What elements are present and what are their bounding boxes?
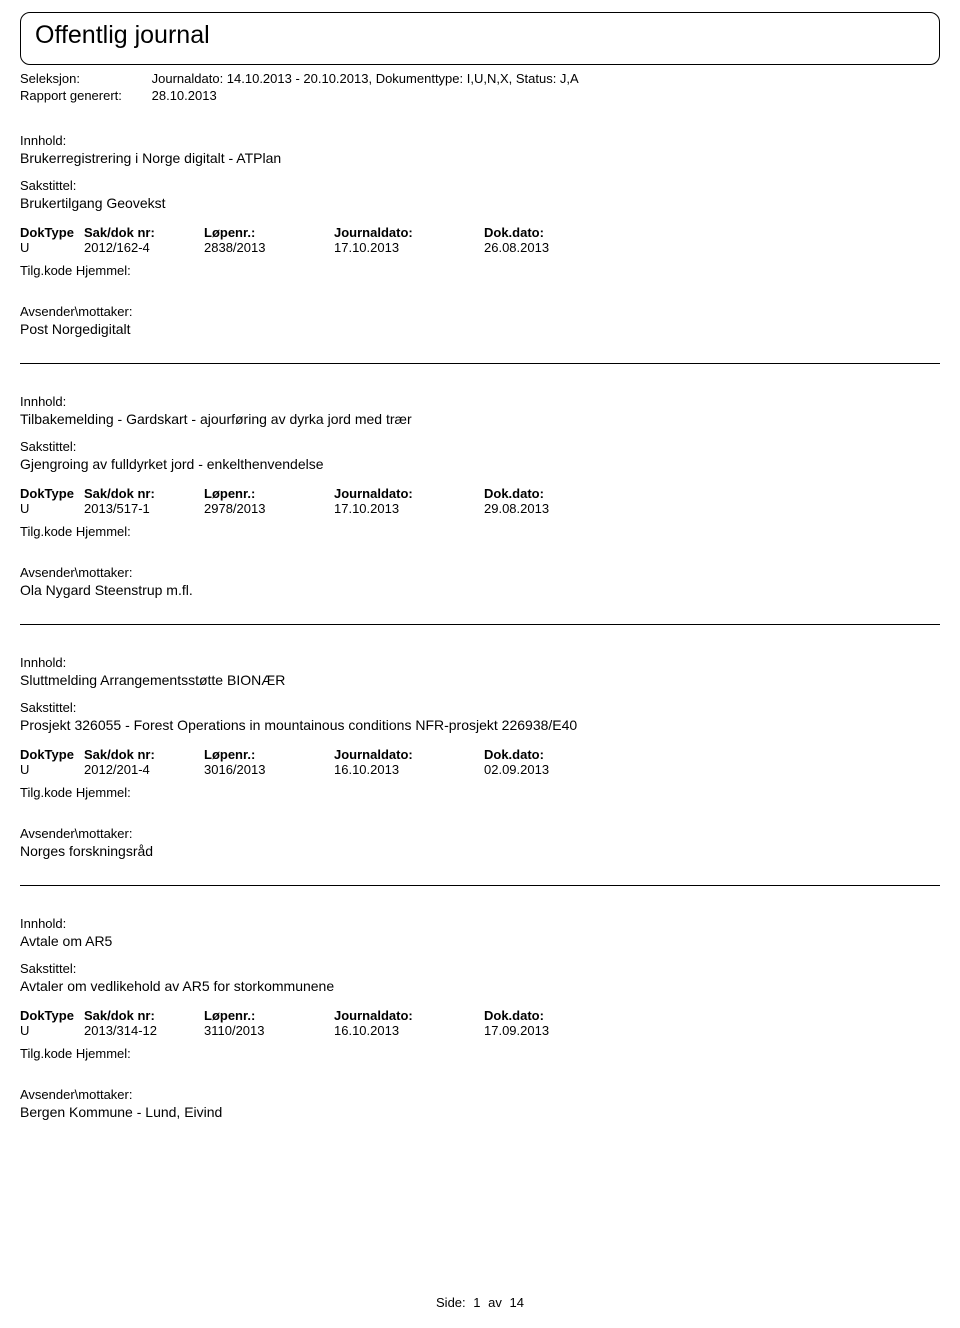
rapport-row: Rapport generert: 28.10.2013 bbox=[20, 88, 940, 103]
footer-page-num: 1 bbox=[473, 1295, 480, 1310]
title-box: Offentlig journal bbox=[20, 12, 940, 65]
table-row: U2012/162-42838/201317.10.201326.08.2013 bbox=[20, 240, 940, 255]
cell-doktype: U bbox=[20, 1023, 84, 1038]
col-sakdok-header: Sak/dok nr: bbox=[84, 747, 204, 762]
cell-jdato: 16.10.2013 bbox=[334, 762, 484, 777]
journal-entry: Innhold: Avtale om AR5 Sakstittel: Avtaler … bbox=[20, 916, 940, 1146]
footer-total: 14 bbox=[510, 1295, 524, 1310]
table-row: U2013/314-123110/201316.10.201317.09.201… bbox=[20, 1023, 940, 1038]
journal-entry: Innhold: Brukerregistrering i Norge digit… bbox=[20, 133, 940, 364]
journal-entry: Innhold: Tilbakemelding - Gardskart - ajo… bbox=[20, 394, 940, 625]
cell-doktype: U bbox=[20, 501, 84, 516]
col-jdato-header: Journaldato: bbox=[334, 486, 484, 501]
cell-sakdok: 2012/162-4 bbox=[84, 240, 204, 255]
tilg-label: Tilg.kode Hjemmel: bbox=[20, 1046, 940, 1061]
cell-jdato: 16.10.2013 bbox=[334, 1023, 484, 1038]
sakstittel-label: Sakstittel: bbox=[20, 178, 940, 193]
col-sakdok-header: Sak/dok nr: bbox=[84, 225, 204, 240]
innhold-text: Avtale om AR5 bbox=[20, 933, 940, 949]
col-doktype-header: DokType bbox=[20, 747, 84, 762]
col-ddato-header: Dok.dato: bbox=[484, 225, 604, 240]
footer-side-label: Side: bbox=[436, 1295, 466, 1310]
avsender-name: Bergen Kommune - Lund, Eivind bbox=[20, 1104, 940, 1120]
col-ddato-header: Dok.dato: bbox=[484, 747, 604, 762]
col-doktype-header: DokType bbox=[20, 486, 84, 501]
footer-of: av bbox=[488, 1295, 502, 1310]
col-lopenr-header: Løpenr.: bbox=[204, 1008, 334, 1023]
page-footer: Side: 1 av 14 bbox=[0, 1295, 960, 1310]
cell-ddato: 26.08.2013 bbox=[484, 240, 604, 255]
col-jdato-header: Journaldato: bbox=[334, 1008, 484, 1023]
innhold-label: Innhold: bbox=[20, 916, 940, 931]
innhold-text: Tilbakemelding - Gardskart - ajourføring… bbox=[20, 411, 940, 427]
col-ddato-header: Dok.dato: bbox=[484, 1008, 604, 1023]
seleksjon-value: Journaldato: 14.10.2013 - 20.10.2013, Do… bbox=[152, 71, 579, 86]
sakstittel-text: Avtaler om vedlikehold av AR5 for storko… bbox=[20, 978, 940, 994]
col-lopenr-header: Løpenr.: bbox=[204, 225, 334, 240]
cell-jdato: 17.10.2013 bbox=[334, 501, 484, 516]
avsender-name: Norges forskningsråd bbox=[20, 843, 940, 859]
avsender-label: Avsender\mottaker: bbox=[20, 1087, 940, 1102]
cell-doktype: U bbox=[20, 762, 84, 777]
avsender-label: Avsender\mottaker: bbox=[20, 565, 940, 580]
page-title: Offentlig journal bbox=[35, 21, 925, 50]
cell-lopenr: 2978/2013 bbox=[204, 501, 334, 516]
sakstittel-label: Sakstittel: bbox=[20, 700, 940, 715]
rapport-label: Rapport generert: bbox=[20, 88, 148, 103]
table-row: U2013/517-12978/201317.10.201329.08.2013 bbox=[20, 501, 940, 516]
cell-jdato: 17.10.2013 bbox=[334, 240, 484, 255]
table-header: DokTypeSak/dok nr:Løpenr.:Journaldato:Do… bbox=[20, 1008, 940, 1023]
innhold-text: Sluttmelding Arrangementsstøtte BIONÆR bbox=[20, 672, 940, 688]
innhold-label: Innhold: bbox=[20, 394, 940, 409]
sakstittel-text: Brukertilgang Geovekst bbox=[20, 195, 940, 211]
innhold-label: Innhold: bbox=[20, 655, 940, 670]
col-jdato-header: Journaldato: bbox=[334, 225, 484, 240]
cell-ddato: 02.09.2013 bbox=[484, 762, 604, 777]
rapport-value: 28.10.2013 bbox=[152, 88, 217, 103]
tilg-label: Tilg.kode Hjemmel: bbox=[20, 785, 940, 800]
avsender-label: Avsender\mottaker: bbox=[20, 826, 940, 841]
cell-doktype: U bbox=[20, 240, 84, 255]
col-doktype-header: DokType bbox=[20, 225, 84, 240]
innhold-text: Brukerregistrering i Norge digitalt - AT… bbox=[20, 150, 940, 166]
col-jdato-header: Journaldato: bbox=[334, 747, 484, 762]
col-sakdok-header: Sak/dok nr: bbox=[84, 1008, 204, 1023]
sakstittel-text: Prosjekt 326055 - Forest Operations in m… bbox=[20, 717, 940, 733]
table-header: DokTypeSak/dok nr:Løpenr.:Journaldato:Do… bbox=[20, 747, 940, 762]
cell-ddato: 17.09.2013 bbox=[484, 1023, 604, 1038]
journal-entry: Innhold: Sluttmelding Arrangementsstøtte … bbox=[20, 655, 940, 886]
col-lopenr-header: Løpenr.: bbox=[204, 747, 334, 762]
table-header: DokTypeSak/dok nr:Løpenr.:Journaldato:Do… bbox=[20, 486, 940, 501]
sakstittel-label: Sakstittel: bbox=[20, 961, 940, 976]
tilg-label: Tilg.kode Hjemmel: bbox=[20, 524, 940, 539]
cell-sakdok: 2012/201-4 bbox=[84, 762, 204, 777]
col-ddato-header: Dok.dato: bbox=[484, 486, 604, 501]
seleksjon-row: Seleksjon: Journaldato: 14.10.2013 - 20.… bbox=[20, 71, 940, 86]
sakstittel-label: Sakstittel: bbox=[20, 439, 940, 454]
cell-lopenr: 3016/2013 bbox=[204, 762, 334, 777]
table-row: U2012/201-43016/201316.10.201302.09.2013 bbox=[20, 762, 940, 777]
seleksjon-label: Seleksjon: bbox=[20, 71, 148, 86]
col-lopenr-header: Løpenr.: bbox=[204, 486, 334, 501]
tilg-label: Tilg.kode Hjemmel: bbox=[20, 263, 940, 278]
innhold-label: Innhold: bbox=[20, 133, 940, 148]
cell-ddato: 29.08.2013 bbox=[484, 501, 604, 516]
cell-lopenr: 3110/2013 bbox=[204, 1023, 334, 1038]
avsender-name: Post Norgedigitalt bbox=[20, 321, 940, 337]
sakstittel-text: Gjengroing av fulldyrket jord - enkelthe… bbox=[20, 456, 940, 472]
cell-lopenr: 2838/2013 bbox=[204, 240, 334, 255]
entries-container: Innhold: Brukerregistrering i Norge digit… bbox=[20, 133, 940, 1146]
cell-sakdok: 2013/314-12 bbox=[84, 1023, 204, 1038]
avsender-label: Avsender\mottaker: bbox=[20, 304, 940, 319]
col-sakdok-header: Sak/dok nr: bbox=[84, 486, 204, 501]
col-doktype-header: DokType bbox=[20, 1008, 84, 1023]
avsender-name: Ola Nygard Steenstrup m.fl. bbox=[20, 582, 940, 598]
cell-sakdok: 2013/517-1 bbox=[84, 501, 204, 516]
table-header: DokTypeSak/dok nr:Løpenr.:Journaldato:Do… bbox=[20, 225, 940, 240]
